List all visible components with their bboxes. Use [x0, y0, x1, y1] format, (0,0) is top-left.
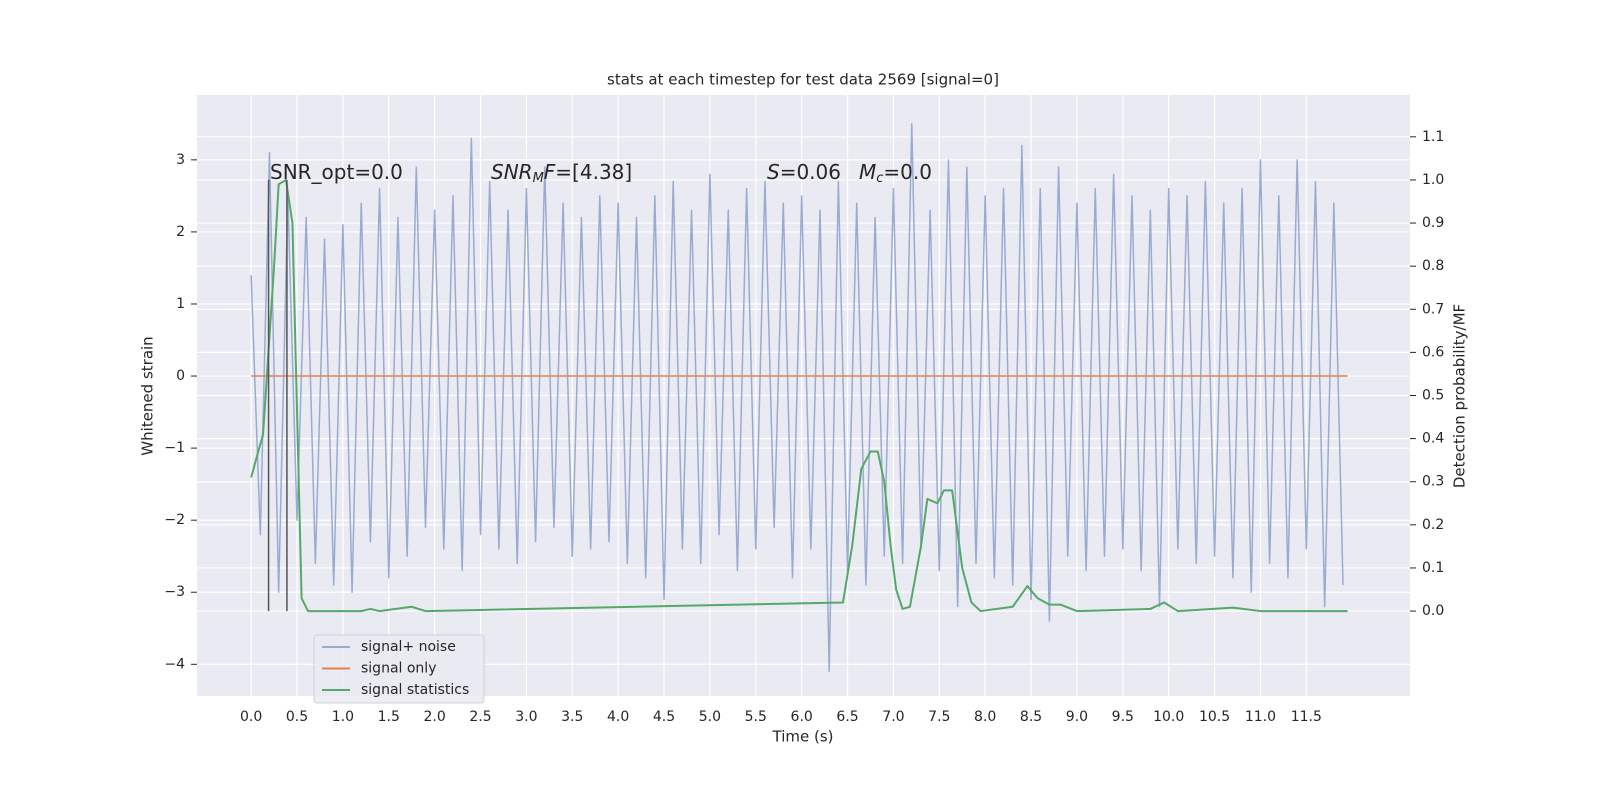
x-tick-label: 3.0 — [515, 709, 537, 725]
marks — [250, 123, 1348, 673]
y2-tick-label: 0.3 — [1422, 474, 1444, 490]
y2-tick-label: 0.2 — [1422, 517, 1444, 533]
annotation-part: =0.0 — [883, 160, 932, 184]
series-line — [250, 123, 1344, 673]
x-tick-label: 8.5 — [1020, 709, 1042, 725]
annotation-part: M — [533, 171, 544, 186]
x-tick-label: 11.5 — [1291, 709, 1322, 725]
y-tick-label: −4 — [164, 656, 185, 672]
legend-label: signal+ noise — [361, 639, 456, 655]
x-tick-label: 0.0 — [240, 709, 262, 725]
y2-tick-label: 0.6 — [1422, 344, 1444, 360]
annotation-part: c — [876, 171, 883, 186]
legend-box — [313, 634, 485, 704]
y-tick-label: 1 — [176, 296, 185, 312]
legend-label: signal only — [361, 661, 436, 677]
x-tick-label: 11.0 — [1245, 709, 1276, 725]
legend-label: signal statistics — [361, 682, 469, 698]
x-tick-label: 1.0 — [332, 709, 354, 725]
y-tick-label: −1 — [164, 440, 185, 456]
annotation-part: F — [544, 160, 556, 184]
x-tick-label: 10.5 — [1199, 709, 1230, 725]
y-axis-label: Whitened strain — [139, 336, 157, 455]
x-tick-label: 6.5 — [836, 709, 858, 725]
annotation-part: SNR — [491, 160, 533, 184]
y2-tick-label: 1.0 — [1422, 172, 1444, 188]
series-line — [250, 178, 1348, 613]
legend: signal+ noise signal only signal statistic… — [313, 634, 485, 704]
x-tick-label: 4.5 — [653, 709, 675, 725]
x-tick-label: 3.5 — [561, 709, 583, 725]
x-tick-label: 2.5 — [469, 709, 491, 725]
y2-tick-label: 1.1 — [1422, 129, 1444, 145]
annotation-part: =[4.38] — [555, 160, 632, 184]
annotation-part: M — [859, 160, 876, 184]
grid — [197, 95, 1410, 696]
annotation-part: SNR_opt=0.0 — [270, 160, 403, 184]
x-tick-label: 7.0 — [882, 709, 904, 725]
y-tick-label: −3 — [164, 584, 185, 600]
x-tick-label: 9.0 — [1066, 709, 1088, 725]
x-tick-label: 8.0 — [974, 709, 996, 725]
y2-axis-label: Detection probability/MF — [1451, 304, 1469, 488]
y-tick-label: 3 — [176, 152, 185, 168]
annotation: S=0.06 — [767, 160, 841, 184]
x-tick-label: 5.0 — [699, 709, 721, 725]
x-tick-label: 9.5 — [1112, 709, 1134, 725]
annotation-part: =0.06 — [780, 160, 841, 184]
x-tick-label: 6.0 — [791, 709, 813, 725]
y-tick-label: −2 — [164, 512, 185, 528]
x-axis-label: Time (s) — [772, 728, 834, 746]
x-tick-label: 1.5 — [378, 709, 400, 725]
y2-tick-label: 0.5 — [1422, 388, 1444, 404]
x-tick-label: 2.0 — [424, 709, 446, 725]
y2-tick-label: 0.8 — [1422, 258, 1444, 274]
y2-tick-label: 0.1 — [1422, 560, 1444, 576]
x-tick-label: 10.0 — [1153, 709, 1184, 725]
x-tick-label: 4.0 — [607, 709, 629, 725]
y2-tick-label: 0.0 — [1422, 603, 1444, 619]
y-tick-label: 0 — [176, 368, 185, 384]
y2-tick-label: 0.4 — [1422, 431, 1444, 447]
annotation: Mc=0.0 — [859, 160, 932, 186]
annotation: SNR_opt=0.0 — [270, 160, 403, 184]
y2-tick-label: 0.9 — [1422, 215, 1444, 231]
annotation-part: S — [767, 160, 780, 184]
x-tick-label: 7.5 — [928, 709, 950, 725]
chart-title: stats at each timestep for test data 256… — [607, 71, 999, 89]
annotation: SNRMF=[4.38] — [491, 160, 632, 186]
x-tick-label: 5.5 — [745, 709, 767, 725]
x-tick-label: 0.5 — [286, 709, 308, 725]
y-tick-label: 2 — [176, 224, 185, 240]
y2-tick-label: 0.7 — [1422, 301, 1444, 317]
